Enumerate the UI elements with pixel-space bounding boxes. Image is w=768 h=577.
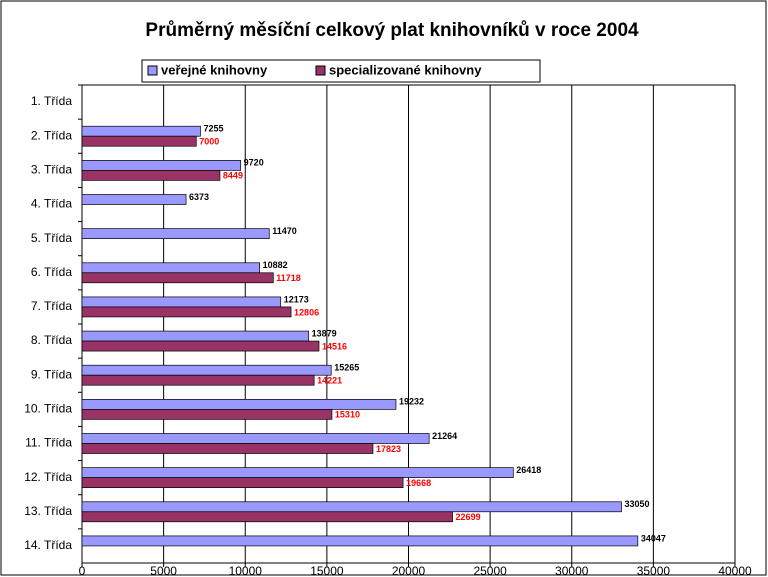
bar: [81, 364, 332, 376]
x-tick-label: 10000: [229, 564, 263, 577]
value-label: 12173: [284, 294, 309, 304]
y-tick-label: 4. Třída: [31, 197, 72, 211]
y-tick-label: 10. Třída: [24, 402, 72, 416]
chart-title: Průměrný měsíční celkový plat knihovníků…: [145, 20, 639, 41]
value-label: 12806: [294, 307, 319, 317]
y-tick-label: 1. Třída: [31, 94, 72, 108]
value-label: 15265: [334, 363, 359, 373]
y-tick-label: 8. Třída: [31, 333, 72, 347]
value-label: 33050: [625, 499, 650, 509]
x-tick-label: 15000: [310, 564, 344, 577]
value-label: 14516: [322, 341, 347, 351]
bar: [81, 160, 242, 171]
y-tick-label: 13. Třída: [24, 504, 72, 518]
y-tick-label: 11. Třída: [25, 436, 72, 450]
bar: [81, 296, 282, 308]
bar: [81, 125, 201, 137]
bar: [81, 399, 397, 410]
bar: [81, 443, 374, 454]
legend-box: [141, 59, 541, 83]
x-tick-label: 0: [79, 564, 86, 577]
value-label: 21264: [432, 431, 457, 441]
bar: [81, 262, 260, 274]
bar: [81, 135, 197, 147]
y-tick-label: 7. Třída: [31, 299, 72, 313]
value-label: 6373: [189, 192, 209, 202]
bar: [81, 501, 622, 513]
bar: [81, 272, 274, 284]
value-label: 26418: [516, 465, 541, 475]
bar: [81, 228, 270, 239]
bar: [81, 306, 292, 318]
y-tick-label: 3. Třída: [31, 163, 72, 177]
value-label: 34047: [641, 533, 666, 543]
value-label: 7000: [199, 137, 219, 147]
x-tick-label: 30000: [555, 564, 589, 577]
legend-swatch: [147, 65, 158, 76]
x-tick-label: 40000: [718, 564, 752, 577]
value-label: 22699: [456, 512, 481, 522]
bar: [81, 340, 320, 352]
bar: [81, 194, 187, 205]
bar: [81, 409, 333, 420]
value-label: 9720: [244, 158, 264, 168]
bar: [81, 330, 309, 342]
bar: [81, 374, 315, 386]
y-tick-label: 5. Třída: [31, 231, 72, 245]
value-label: 11470: [272, 226, 297, 236]
value-label: 19232: [399, 397, 424, 407]
x-tick-label: 35000: [637, 564, 671, 577]
bar: [81, 477, 404, 488]
x-tick-label: 5000: [150, 564, 177, 577]
bar: [81, 467, 514, 478]
y-tick-label: 9. Třída: [31, 367, 72, 381]
x-tick-label: 20000: [392, 564, 426, 577]
legend-label: specializované knihovny: [329, 62, 482, 77]
value-label: 7255: [203, 124, 223, 134]
value-label: 14221: [317, 376, 342, 386]
value-label: 17823: [376, 444, 401, 454]
y-tick-label: 12. Třída: [24, 470, 72, 484]
legend-swatch: [315, 65, 326, 76]
value-label: 19668: [406, 478, 431, 488]
value-label: 13879: [312, 328, 337, 338]
bar: [81, 535, 639, 547]
x-tick-label: 25000: [473, 564, 507, 577]
value-label: 10882: [263, 260, 288, 270]
y-tick-label: 14. Třída: [24, 538, 72, 552]
legend-label: veřejné knihovny: [161, 62, 268, 77]
value-label: 15310: [335, 410, 360, 420]
value-label: 11718: [276, 273, 301, 283]
bar: [81, 511, 453, 523]
y-tick-label: 6. Třída: [31, 265, 72, 279]
bar: [81, 433, 430, 444]
bar: [81, 170, 221, 181]
value-label: 8449: [223, 171, 243, 181]
y-tick-label: 2. Třída: [31, 128, 72, 142]
